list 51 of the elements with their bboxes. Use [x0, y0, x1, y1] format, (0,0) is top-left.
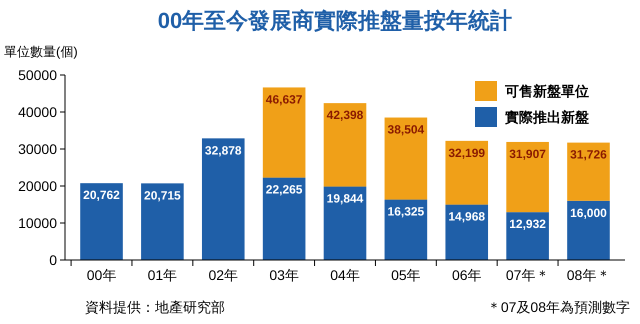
chart-title: 00年至今發展商實際推盤量按年統計 [158, 8, 512, 33]
data-label: 12,932 [509, 217, 546, 232]
data-label: 19,844 [326, 192, 364, 206]
data-label: 20,762 [83, 188, 120, 202]
y-tick-label: 50000 [18, 66, 58, 83]
x-tick-label: 07年＊ [506, 267, 550, 283]
bar [324, 103, 366, 187]
y-tick-label: 40000 [18, 104, 58, 120]
bar [80, 183, 123, 260]
y-tick-label: 10000 [18, 214, 58, 231]
data-label: 22,265 [266, 182, 303, 197]
x-tick-label: 06年 [452, 267, 482, 283]
x-tick-label: 04年 [330, 267, 360, 283]
y-axis-title: 單位數量(個) [4, 44, 78, 59]
bar [262, 87, 306, 178]
bar [141, 183, 184, 260]
total-label: 38,504 [388, 122, 425, 137]
x-tick-label: 00年 [86, 267, 116, 283]
total-label: 31,726 [570, 148, 608, 162]
y-tick-label: 0 [49, 252, 58, 268]
x-tick-label: 03年 [269, 267, 299, 283]
data-label: 16,325 [388, 204, 425, 219]
y-tick-label: 20000 [18, 178, 58, 194]
bar [445, 140, 488, 205]
bar [506, 212, 549, 260]
legend-label: 實際推出新盤 [505, 108, 589, 125]
total-label: 31,907 [509, 146, 546, 161]
bar [324, 186, 366, 260]
total-label: 46,637 [266, 92, 303, 106]
bar [567, 142, 610, 201]
text: 資料提供：地產研究部 [85, 299, 225, 315]
bar [567, 200, 610, 260]
data-label: 14,968 [448, 210, 486, 224]
bar [202, 138, 245, 260]
data-label: 16,000 [570, 206, 608, 220]
y-tick-label: 30000 [18, 140, 58, 157]
x-tick-label: 02年 [208, 267, 238, 283]
total-label: 32,199 [448, 146, 486, 160]
bar [445, 204, 488, 260]
total-label: 42,398 [326, 108, 364, 122]
x-tick-label: 08年＊ [566, 267, 610, 283]
bar [506, 142, 549, 212]
x-tick-label: 01年 [148, 267, 178, 283]
bar [384, 118, 428, 200]
text: ＊07及08年為預測數字 [486, 299, 630, 315]
bar [384, 200, 428, 260]
legend-label: 可售新盤單位 [504, 82, 589, 99]
data-label: 20,715 [144, 188, 182, 202]
x-tick-label: 05年 [391, 267, 421, 283]
bar [262, 178, 306, 260]
data-label: 32,878 [204, 143, 242, 158]
